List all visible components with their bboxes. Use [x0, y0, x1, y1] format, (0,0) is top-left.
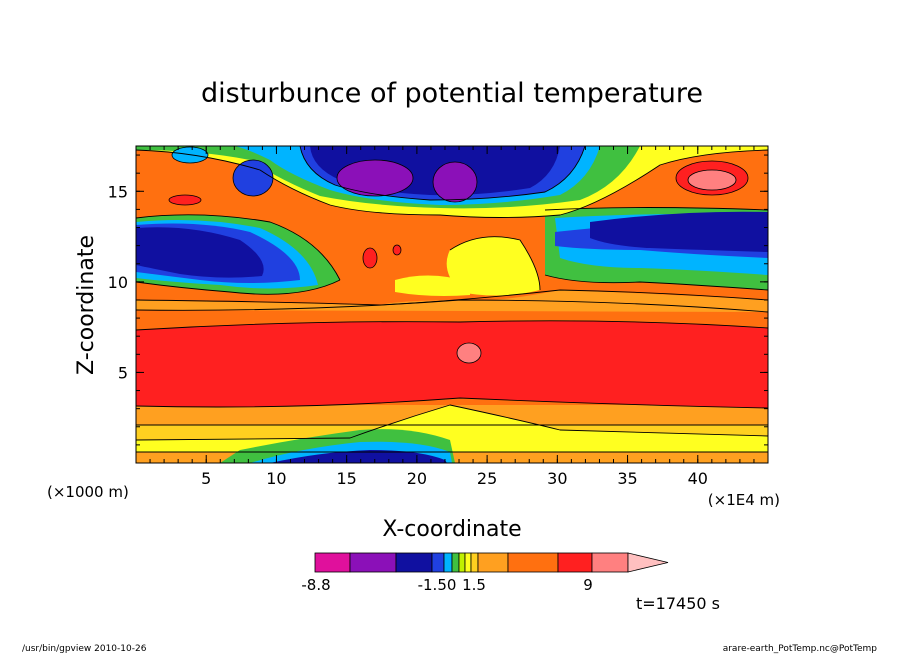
contour-lines	[136, 146, 768, 453]
warm-patch-left	[168, 194, 202, 206]
x-tick-label: 40	[688, 469, 708, 488]
colorbar-segment	[314, 552, 351, 573]
colorbar-segment	[443, 552, 453, 573]
x-unit-left: (×1000 m)	[47, 483, 129, 501]
colorbar: -8.8 -1.50 1.5 9	[301, 552, 669, 594]
x-tick-label: 15	[336, 469, 356, 488]
cold-right-navy	[590, 211, 768, 252]
colorbar-segment	[349, 552, 397, 573]
chart-title: disturbunce of potential temperature	[201, 78, 703, 109]
time-label: t=17450 s	[636, 594, 720, 613]
contour-field	[136, 146, 768, 463]
y-axis-label: Z-coordinate	[74, 235, 99, 375]
colorbar-segment	[458, 552, 466, 573]
axis-ticks: 5 10 15 20 25 30 35 40 5 10 15	[108, 146, 769, 488]
colorbar-label: 9	[583, 576, 593, 594]
plot-area	[135, 145, 769, 464]
warm-patch-mid	[362, 247, 378, 269]
x-unit-right: (×1E4 m)	[708, 491, 780, 509]
x-axis-label: X-coordinate	[382, 517, 521, 542]
x-tick-label: 10	[266, 469, 286, 488]
colorbar-segment	[431, 552, 445, 573]
footer-right: arare-earth_PotTemp.nc@PotTemp	[723, 644, 878, 654]
x-tick-label: 20	[407, 469, 427, 488]
purple-cell-1	[336, 159, 414, 197]
colorbar-segment	[557, 552, 593, 573]
colorbar-segment	[591, 552, 629, 573]
colorbar-segment	[477, 552, 509, 573]
warm-patch-mid-2	[392, 244, 402, 256]
footer-left: /usr/bin/gpview 2010-10-26	[22, 644, 147, 654]
x-tick-label: 5	[201, 469, 211, 488]
yellow-strip	[395, 275, 470, 296]
y-tick-label: 10	[108, 273, 128, 292]
colorbar-extension	[627, 552, 669, 573]
yellow-core	[446, 236, 540, 296]
y-tick-label: 5	[118, 363, 128, 382]
colorbar-segment	[507, 552, 559, 573]
colorbar-segment	[464, 552, 472, 573]
colorbar-label: -8.8	[301, 576, 330, 594]
warm-patch-right-inner	[687, 169, 737, 191]
red-band	[136, 320, 768, 408]
x-tick-label: 30	[547, 469, 567, 488]
blue-cell-left	[232, 159, 274, 197]
x-tick-label: 25	[477, 469, 497, 488]
colorbar-segment	[451, 552, 460, 573]
cold-left-navy	[136, 227, 264, 278]
purple-cell-2	[432, 161, 478, 203]
plot-frame	[135, 145, 769, 464]
colorbar-label: 1.5	[462, 576, 486, 594]
x-tick-label: 35	[617, 469, 637, 488]
colorbar-label: -1.50	[418, 576, 457, 594]
y-tick-label: 15	[108, 182, 128, 201]
colorbar-segment	[395, 552, 433, 573]
pink-spot	[456, 342, 482, 364]
colorbar-segment	[470, 552, 479, 573]
